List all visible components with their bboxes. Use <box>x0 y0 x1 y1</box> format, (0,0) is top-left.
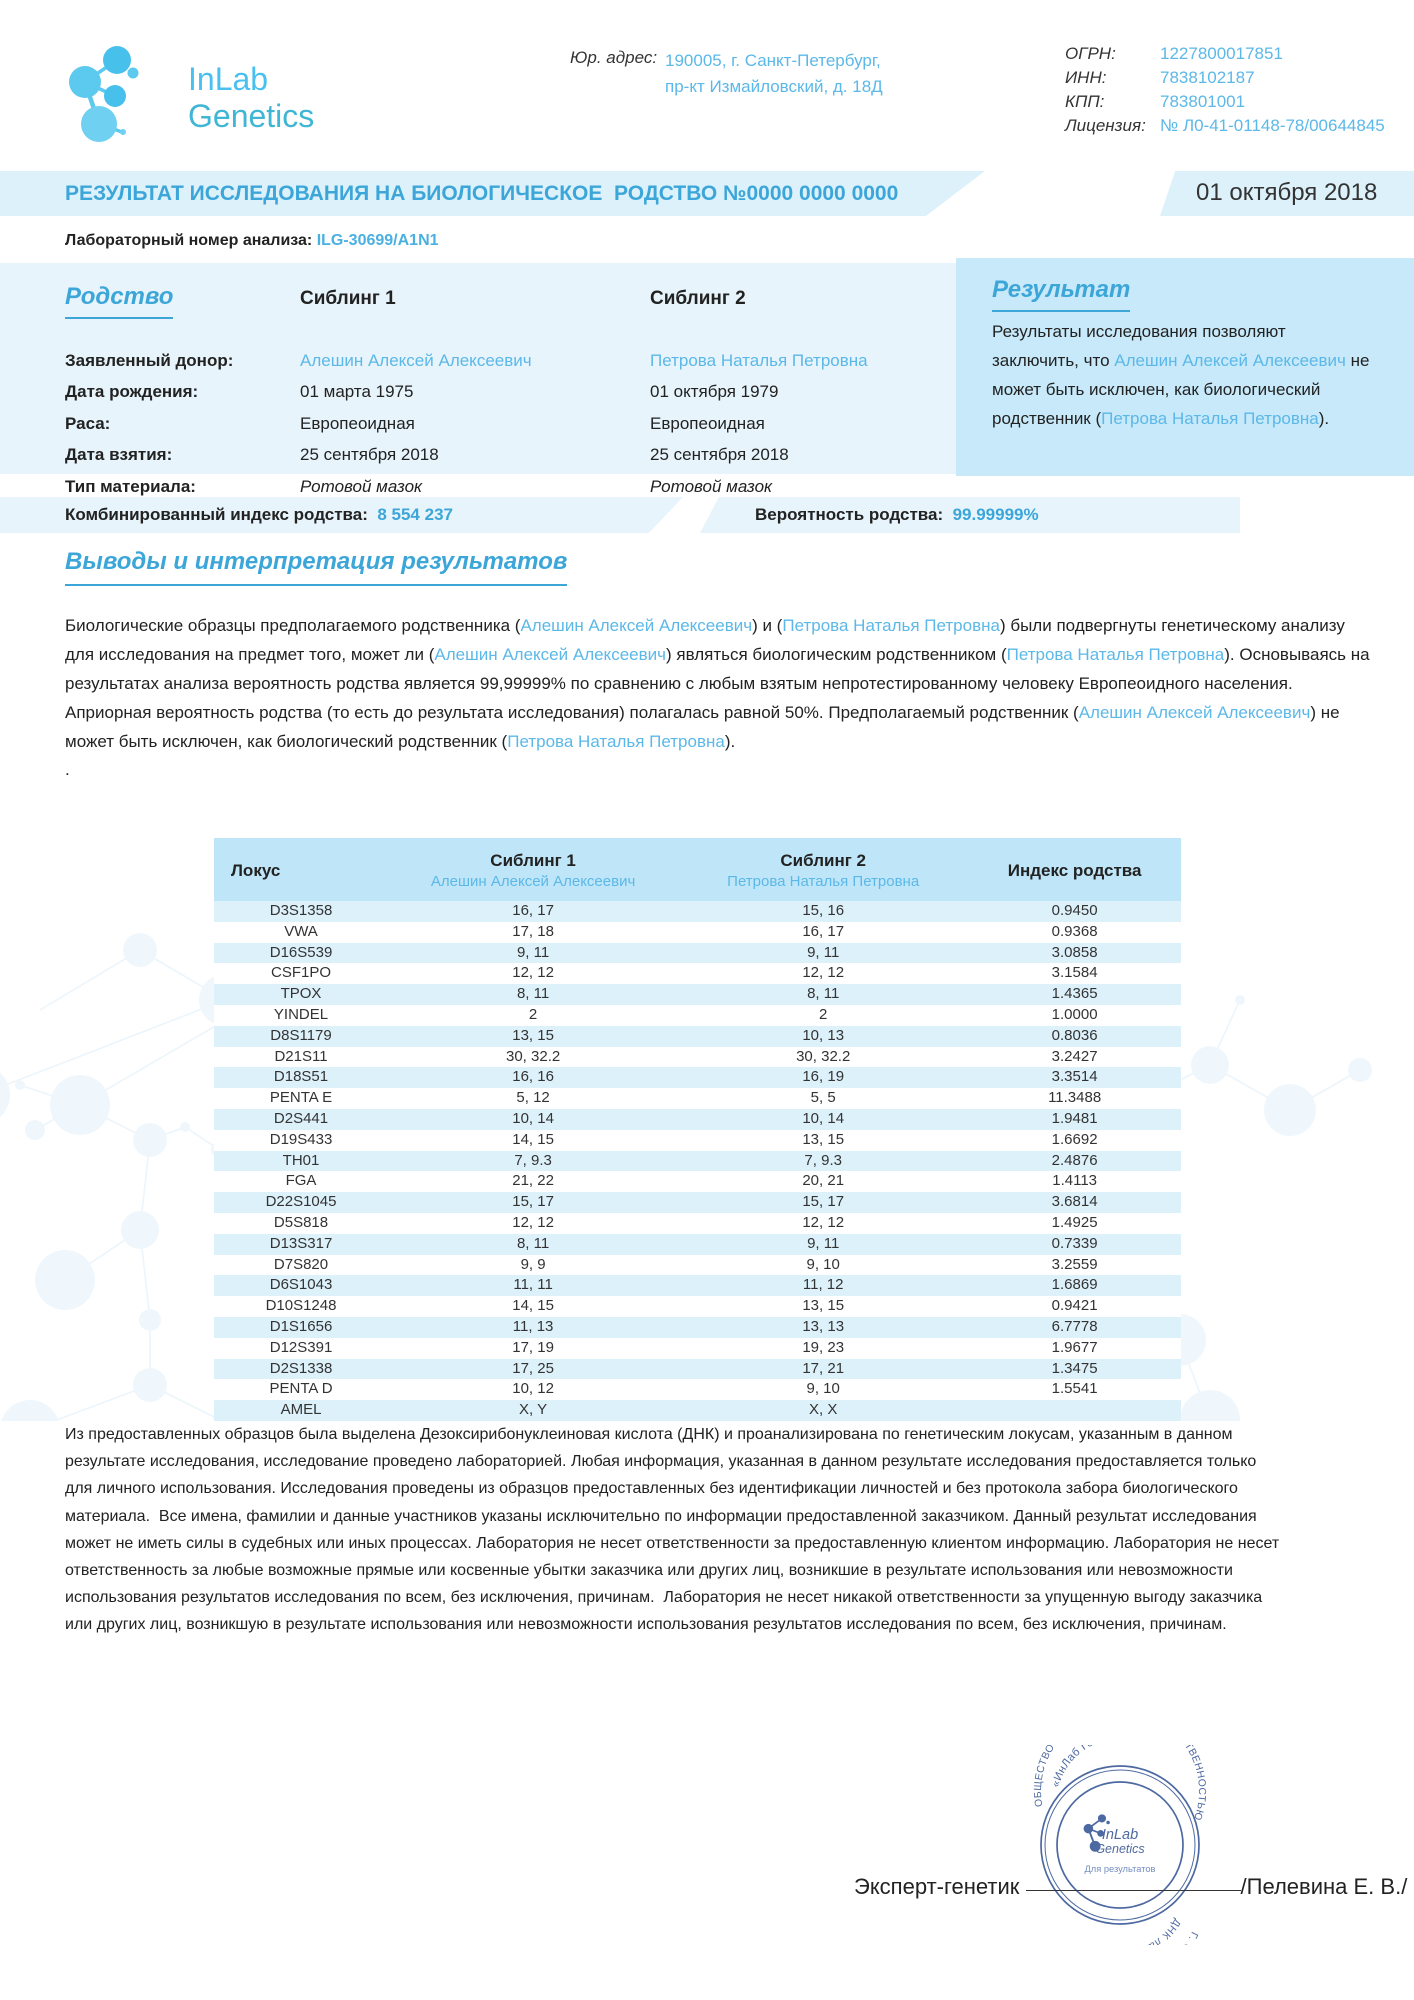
svg-text:InLab: InLab <box>1102 1827 1138 1843</box>
svg-text:ДНК лаборатория: ДНК лаборатория <box>1091 1917 1182 1945</box>
svg-text:Г. САНКТ - ПЕТЕРБУРГ: Г. САНКТ - ПЕТЕРБУРГ <box>1074 1930 1199 1945</box>
svg-text:Для результатов: Для результатов <box>1084 1864 1155 1874</box>
svg-text:Genetics: Genetics <box>1095 1842 1144 1856</box>
